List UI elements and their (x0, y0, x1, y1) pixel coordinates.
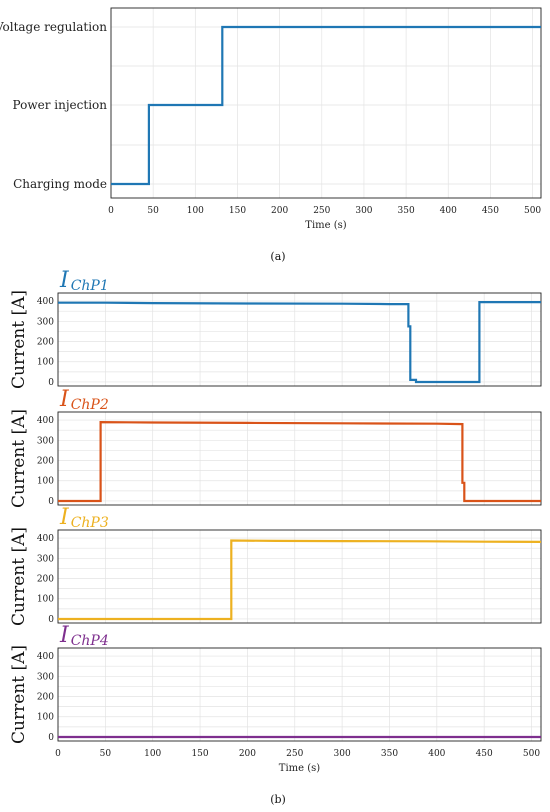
panel-ytick-label: 300 (37, 554, 54, 564)
panel-frame (57, 647, 542, 742)
panel-ytick-label: 200 (37, 575, 54, 585)
chart-a-xtick-label: 50 (147, 206, 159, 216)
panel-series-line (58, 420, 541, 503)
panel-ylabel: Current [A] (9, 409, 29, 508)
panel-title-main: I (59, 268, 70, 293)
panel-title-main: I (59, 505, 70, 530)
panel-ytick-label: 400 (37, 534, 54, 544)
panel-ytick-label: 100 (37, 477, 54, 487)
panel-title: I ChP2 (59, 387, 109, 413)
panel-series-line (58, 301, 541, 384)
panel-ytick-label: 200 (37, 693, 54, 703)
chart-b-xtick-label: 250 (286, 749, 303, 759)
chart-b-xtick-label: 200 (239, 749, 256, 759)
panel-ytick-label: 100 (37, 595, 54, 605)
panel-frame (57, 411, 542, 506)
chart-a-caption: (a) (270, 250, 285, 263)
chart-a-series-line (111, 25, 541, 186)
chart-b-xtick-label: 300 (334, 749, 351, 759)
panel-ytick-label: 100 (37, 358, 54, 368)
panel-title-main: I (59, 623, 70, 648)
chart-a-ycat-label: Power injection (13, 98, 108, 112)
chart-b-panel-3: 0 100 200 300 400 Current [A] I ChP3 (9, 505, 542, 626)
panel-ylabel: Current [A] (9, 527, 29, 626)
chart-b-xtick-label: 50 (100, 749, 112, 759)
chart-a-xtick-label: 250 (313, 206, 330, 216)
chart-b-panel-4: 0 100 200 300 400 Current [A] I ChP4 (9, 623, 542, 744)
chart-b-panel-2: 0 100 200 300 400 Current [A] I ChP2 (9, 387, 542, 508)
panel-title-sub: ChP1 (71, 278, 109, 294)
chart-b-xtick-label: 100 (144, 749, 161, 759)
panel-title-main: I (59, 387, 70, 412)
chart-b-xtick-label: 150 (191, 749, 208, 759)
panel-ytick-label: 200 (37, 457, 54, 467)
panel-title-sub: ChP3 (71, 515, 109, 531)
panel-frame (57, 529, 542, 624)
chart-b-caption: (b) (270, 793, 286, 806)
chart-b-xtick-label: 500 (523, 749, 540, 759)
panel-ytick-label: 0 (48, 733, 54, 743)
panel-title: I ChP3 (59, 505, 109, 531)
panel-ytick-label: 400 (37, 652, 54, 662)
panel-ylabel: Current [A] (9, 290, 29, 389)
chart-b-xtick-label: 450 (476, 749, 493, 759)
chart-a-xtick-label: 500 (524, 206, 541, 216)
chart-a-xtick-label: 350 (398, 206, 415, 216)
chart-a-xtick-label: 450 (482, 206, 499, 216)
chart-b-xtick-label: 350 (381, 749, 398, 759)
chart-b-xtick-label: 400 (428, 749, 445, 759)
panel-ylabel: Current [A] (9, 645, 29, 744)
panel-ytick-label: 200 (37, 338, 54, 348)
panel-ytick-label: 0 (48, 497, 54, 507)
panel-ytick-label: 300 (37, 672, 54, 682)
chart-b-xlabel: Time (s) (279, 763, 320, 774)
panel-ytick-label: 300 (37, 317, 54, 327)
chart-a-xtick-label: 0 (108, 206, 114, 216)
chart-a-xtick-label: 400 (440, 206, 457, 216)
panel-title-sub: ChP4 (71, 633, 109, 649)
chart-a-xtick-label: 300 (355, 206, 372, 216)
panel-ytick-label: 400 (37, 297, 54, 307)
chart-b-xtick-label: 0 (55, 749, 61, 759)
panel-series-line (58, 539, 542, 621)
panel-ytick-label: 0 (48, 615, 54, 625)
chart-a-xtick-label: 200 (271, 206, 288, 216)
chart-a-xtick-label: 150 (229, 206, 246, 216)
chart-a-ycat-label: Charging mode (13, 177, 107, 191)
chart-a-xlabel: Time (s) (305, 220, 346, 231)
chart-a-frame (110, 7, 542, 199)
panel-ytick-label: 400 (37, 416, 54, 426)
chart-b-panel-1: 0 100 200 300 400 Current [A] I ChP1 (9, 268, 542, 389)
panel-ytick-label: 0 (48, 378, 54, 388)
chart-a: Charging mode Power injection Voltage regu… (0, 7, 542, 263)
panel-ytick-label: 100 (37, 713, 54, 723)
panel-ytick-label: 300 (37, 436, 54, 446)
panel-title-sub: ChP2 (71, 397, 109, 413)
panel-title: I ChP1 (59, 268, 109, 294)
chart-a-xtick-label: 100 (187, 206, 204, 216)
chart-a-ycat-label: Voltage regulation (0, 20, 107, 34)
panel-frame (57, 292, 542, 387)
panel-title: I ChP4 (59, 623, 109, 649)
